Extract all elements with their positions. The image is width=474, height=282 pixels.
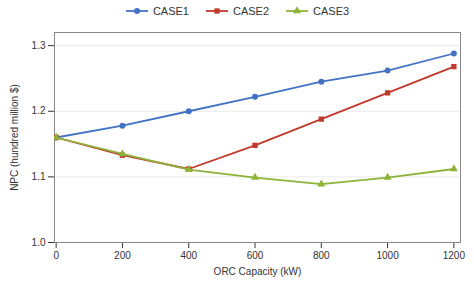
svg-text:1200: 1200 bbox=[443, 250, 466, 261]
svg-text:400: 400 bbox=[180, 250, 197, 261]
svg-text:200: 200 bbox=[114, 250, 131, 261]
svg-text:0: 0 bbox=[53, 250, 59, 261]
svg-text:1.0: 1.0 bbox=[32, 237, 46, 248]
svg-text:800: 800 bbox=[313, 250, 330, 261]
svg-text:1.1: 1.1 bbox=[32, 171, 46, 182]
svg-text:1.3: 1.3 bbox=[32, 40, 46, 51]
svg-text:ORC Capacity (kW): ORC Capacity (kW) bbox=[214, 266, 302, 277]
html-text:CASE3: CASE3 bbox=[313, 5, 350, 17]
svg-text:1000: 1000 bbox=[376, 250, 399, 261]
svg-text:1.2: 1.2 bbox=[32, 105, 46, 116]
html-text:CASE1: CASE1 bbox=[152, 5, 189, 17]
html-text:CASE2: CASE2 bbox=[233, 5, 269, 17]
svg-text:600: 600 bbox=[247, 250, 264, 261]
svg-text:NPC (hundred million $): NPC (hundred million $) bbox=[9, 84, 20, 191]
